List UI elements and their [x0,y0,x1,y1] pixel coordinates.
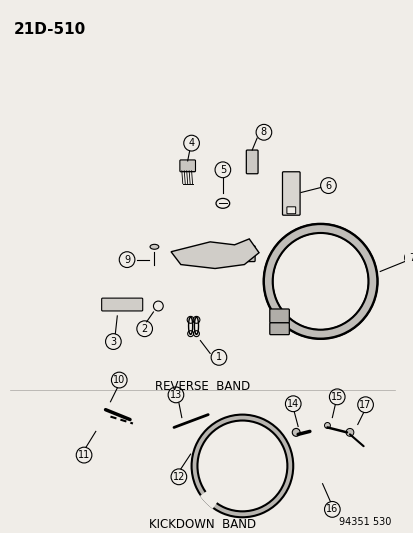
Text: 3: 3 [110,336,116,346]
Text: 17: 17 [358,400,371,410]
FancyBboxPatch shape [233,246,254,262]
Ellipse shape [150,244,159,249]
Text: 16: 16 [325,504,338,514]
FancyBboxPatch shape [269,309,289,323]
Circle shape [238,250,246,257]
Text: 14: 14 [287,399,299,409]
FancyBboxPatch shape [246,150,257,174]
Text: 4: 4 [188,138,194,148]
Circle shape [219,249,229,259]
Circle shape [188,250,198,260]
Text: 2: 2 [141,324,147,334]
Text: 11: 11 [78,450,90,460]
FancyBboxPatch shape [269,323,289,335]
Text: 9: 9 [124,255,130,264]
FancyBboxPatch shape [282,172,299,215]
Text: 15: 15 [330,392,343,402]
Text: 94351 530: 94351 530 [338,517,390,527]
Text: 5: 5 [219,165,225,175]
FancyBboxPatch shape [179,160,195,172]
Text: 13: 13 [169,390,182,400]
Circle shape [292,429,299,437]
Circle shape [324,423,330,429]
Circle shape [345,429,353,437]
Text: 12: 12 [172,472,185,482]
Text: 1: 1 [215,352,221,362]
Polygon shape [171,239,259,269]
FancyBboxPatch shape [286,207,295,214]
Text: 10: 10 [113,375,125,385]
Text: 21D-510: 21D-510 [14,22,86,37]
Text: REVERSE  BAND: REVERSE BAND [154,380,249,393]
Text: KICKDOWN  BAND: KICKDOWN BAND [148,518,255,531]
Wedge shape [199,466,242,509]
Text: 6: 6 [325,181,331,191]
FancyBboxPatch shape [102,298,142,311]
Text: 7: 7 [408,253,413,263]
Text: 8: 8 [260,127,266,138]
